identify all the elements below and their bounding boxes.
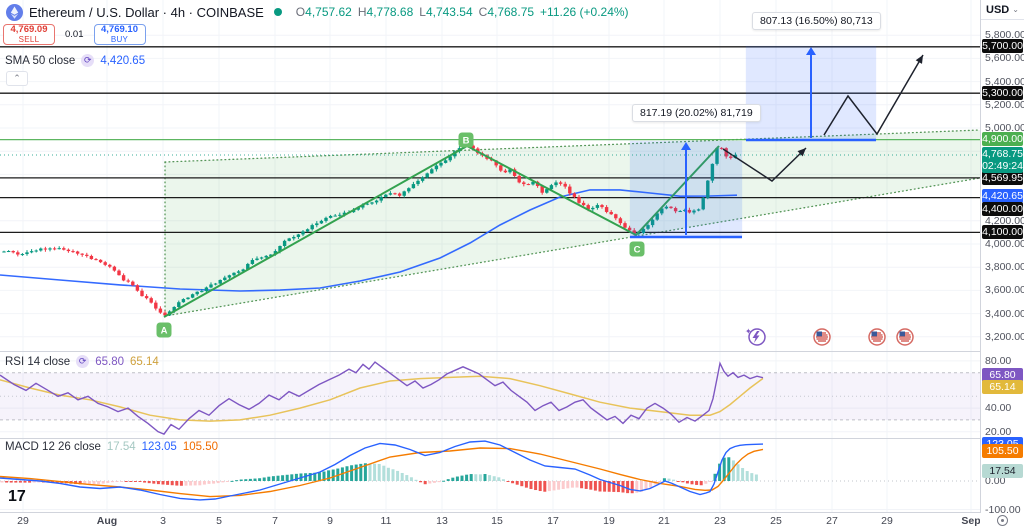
axis-tick: 5,000.00 — [985, 122, 1024, 134]
sell-button[interactable]: 4,769.09 SELL — [3, 24, 55, 45]
loading-spinner-icon: ⟳ — [81, 54, 95, 67]
time-axis[interactable]: 29 Aug 3 5 7 9 11 13 15 17 19 21 23 25 27 29 Sep — [0, 512, 980, 528]
price-axis[interactable]: USD ⌄ 5,800.00 5,600.00 5,400.00 5,200.00 5,0… — [980, 0, 1024, 528]
currency-dropdown[interactable]: USD ⌄ — [981, 0, 1024, 20]
axis-tick: 0.00 — [985, 475, 1006, 487]
sma-value: 4,420.65 — [100, 54, 146, 67]
axis-tick: 3,200.00 — [985, 330, 1024, 343]
collapse-pane-button[interactable]: ⌃ — [6, 71, 28, 86]
time-tick: 11 — [380, 515, 392, 527]
axis-tick: 5,600.00 — [985, 52, 1024, 65]
axis-tick: 4,200.00 — [985, 214, 1024, 227]
rsi-label: RSI 14 close — [5, 355, 71, 368]
time-tick: 13 — [436, 515, 448, 527]
macd-signal-value: 105.50 — [182, 441, 219, 453]
time-tick: 27 — [826, 515, 838, 527]
svg-text:A: A — [161, 326, 168, 337]
axis-price-chip[interactable]: 105.50 — [982, 444, 1023, 458]
time-tick: Sep — [961, 515, 980, 527]
rsi-ma-value: 65.14 — [129, 355, 159, 368]
time-tick: 29 — [881, 515, 893, 527]
time-tick: 23 — [714, 515, 726, 527]
market-status-dot — [273, 8, 282, 16]
chart-header: Ethereum / U.S. Dollar · 4h · COINBASE O… — [6, 3, 629, 21]
price-change: +11.26 (+0.24%) — [540, 5, 629, 19]
time-tick: 19 — [603, 515, 615, 527]
axis-price-chip[interactable]: 4,100.00 — [982, 225, 1023, 239]
sma-legend[interactable]: SMA 50 close ⟳ 4,420.65 — [5, 54, 145, 67]
macd-legend[interactable]: MACD 12 26 close 17.54 123.05 105.50 — [5, 441, 218, 453]
time-tick: 21 — [658, 515, 670, 527]
buy-button[interactable]: 4,769.10 BUY — [93, 24, 146, 45]
axis-tick: 4,000.00 — [985, 238, 1024, 250]
rsi-legend[interactable]: RSI 14 close ⟳ 65.80 65.14 — [5, 355, 159, 368]
measure-label-1[interactable]: 817.19 (20.02%) 81,719 — [632, 104, 761, 122]
axis-price-chip[interactable]: 5,700.00 — [982, 39, 1023, 53]
macd-label: MACD 12 26 close — [5, 441, 101, 453]
axis-tick: 40.00 — [985, 402, 1012, 415]
axis-price-chip[interactable]: 65.80 — [982, 368, 1023, 382]
axis-tick: 80.00 — [985, 354, 1012, 367]
time-tick: 25 — [770, 515, 782, 527]
axis-tick: 5,400.00 — [985, 75, 1024, 88]
time-tick: 7 — [272, 515, 278, 527]
time-tick: 17 — [547, 515, 559, 527]
axis-tick: 20.00 — [985, 425, 1012, 438]
time-tick: 5 — [216, 515, 222, 527]
svg-text:B: B — [463, 136, 470, 147]
time-tick: 15 — [491, 515, 503, 527]
tradingview-logo[interactable]: 17 — [8, 488, 26, 505]
axis-price-chip[interactable]: 17.54 — [982, 464, 1023, 478]
chevron-down-icon: ⌄ — [1012, 5, 1019, 14]
axis-tick: 5,200.00 — [985, 98, 1024, 111]
axis-tick: 3,400.00 — [985, 307, 1024, 320]
axis-price-chip[interactable]: 5,300.00 — [982, 86, 1023, 100]
axis-price-chip[interactable]: 4,420.65 — [982, 189, 1023, 203]
axis-price-chip[interactable]: 4,569.95 — [982, 171, 1023, 185]
axis-price-chip[interactable]: 4,900.00 — [982, 132, 1023, 146]
loading-spinner-icon: ⟳ — [76, 355, 90, 368]
macd-hist-value: 17.54 — [106, 441, 136, 453]
ethereum-icon — [6, 3, 23, 21]
sma-label: SMA 50 close — [5, 54, 76, 67]
time-tick: Aug — [96, 515, 118, 527]
ohlc-values: O4,757.62 H4,778.68 L4,743.54 C4,768.75 — [295, 5, 535, 19]
symbol-title[interactable]: Ethereum / U.S. Dollar · 4h · COINBASE — [29, 4, 264, 20]
axis-price-chip[interactable]: 4,400.00 — [982, 202, 1023, 216]
axis-settings-button[interactable] — [980, 513, 1024, 528]
macd-value: 123.05 — [141, 441, 177, 453]
time-tick: 9 — [327, 515, 333, 527]
axis-price-chip[interactable]: 65.14 — [982, 380, 1023, 394]
time-tick: 29 — [17, 515, 29, 527]
measure-label-2[interactable]: 807.13 (16.50%) 80,713 — [752, 12, 881, 30]
spread-value: 0.01 — [65, 29, 84, 40]
rsi-value: 65.80 — [95, 355, 124, 368]
trade-panel: 4,769.09 SELL 0.01 4,769.10 BUY — [3, 24, 146, 45]
axis-tick: 3,600.00 — [985, 284, 1024, 297]
current-price-chip: 4,768.75 02:49:24 — [982, 147, 1023, 173]
time-tick: 3 — [160, 515, 166, 527]
svg-text:C: C — [634, 245, 641, 256]
gear-icon — [996, 515, 1008, 526]
axis-tick: 5,800.00 — [985, 29, 1024, 42]
axis-tick: 3,800.00 — [985, 261, 1024, 274]
svg-text:✦: ✦ — [745, 327, 752, 336]
axis-tick: -100.00 — [985, 503, 1021, 516]
